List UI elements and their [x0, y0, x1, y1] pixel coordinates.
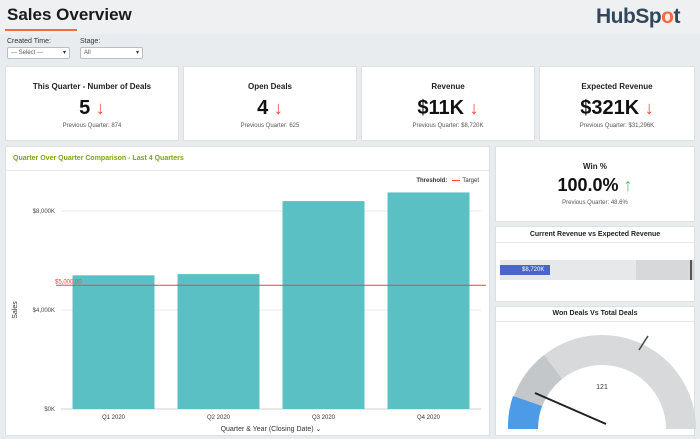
threshold-label: $5,000.00	[55, 279, 82, 285]
bullet-title: Current Revenue vs Expected Revenue	[529, 231, 661, 238]
bar	[282, 201, 365, 409]
created-time-value: --- Select ---	[11, 50, 43, 56]
arrow-down-icon: ↓	[273, 98, 283, 118]
stage-label: Stage:	[80, 38, 101, 45]
title-underline	[5, 29, 77, 31]
kpi-card-revenue[interactable]: Revenue $11K ↓ Previous Quarter: $8,720K	[361, 66, 535, 141]
kpi-previous: Previous Quarter: $31,296K	[579, 123, 655, 129]
x-tick-label: Q2 2020	[207, 415, 231, 421]
logo-text-post: t	[673, 5, 681, 28]
x-tick-label: Q1 2020	[102, 415, 126, 421]
kpi-number: 5	[79, 97, 91, 119]
gauge-track	[508, 335, 696, 429]
bullet-bar	[500, 265, 551, 275]
kpi-title: This Quarter - Number of Deals	[32, 82, 152, 91]
bar-chart[interactable]: $0K $4,000K $8,000K Q1 2020 Q2 2020 Q3 2020 Q4…	[6, 147, 491, 437]
logo-sprocket: o	[661, 5, 674, 28]
kpi-number: 4	[257, 97, 269, 119]
divider	[6, 170, 489, 171]
chart-legend[interactable]: Threshold: Target	[416, 178, 479, 184]
kpi-number: $11K	[417, 97, 465, 119]
arrow-down-icon: ↓	[644, 98, 654, 118]
chevron-down-icon: ▾	[62, 50, 66, 56]
win-percent-card[interactable]: Win % 100.0% ↑ Previous Quarter: 48.6%	[495, 146, 695, 222]
gauge-title: Won Deals Vs Total Deals	[552, 310, 638, 317]
x-tick-label: Q4 2020	[417, 415, 441, 421]
chevron-down-icon: ▾	[135, 50, 139, 56]
arrow-up-icon: ↑	[623, 175, 633, 195]
kpi-previous: Previous Quarter: $8,720K	[412, 123, 484, 129]
win-value: 100.0% ↑	[496, 175, 694, 196]
gauge-needle	[534, 392, 607, 425]
gauge-chart: 121	[507, 335, 696, 429]
kpi-title: Revenue	[431, 82, 465, 91]
kpi-value: 5 ↓	[6, 97, 178, 120]
bar	[387, 192, 470, 409]
logo-text-pre: HubSp	[596, 5, 662, 28]
kpi-previous: Previous Quarter: 625	[240, 123, 300, 129]
gauge-target-tick	[638, 335, 649, 351]
win-title: Win %	[583, 162, 607, 171]
revenue-bullet-card[interactable]: Current Revenue vs Expected Revenue $8,7…	[495, 226, 695, 302]
bar	[177, 274, 260, 409]
y-tick-label: $8,000K	[33, 209, 55, 215]
x-axis-label: Quarter & Year (Closing Date) ⌄	[221, 426, 322, 433]
divider	[496, 242, 694, 243]
gauge-card[interactable]: Won Deals Vs Total Deals 121	[495, 306, 696, 436]
divider	[496, 321, 694, 322]
kpi-value: 4 ↓	[184, 97, 356, 120]
kpi-card-expected-revenue[interactable]: Expected Revenue $321K ↓ Previous Quarte…	[539, 66, 695, 141]
bar	[72, 275, 155, 409]
win-number: 100.0%	[557, 175, 619, 195]
kpi-number: $321K	[580, 97, 640, 119]
page-title: Sales Overview	[7, 5, 132, 24]
y-axis-label: Sales	[12, 301, 19, 319]
arrow-down-icon: ↓	[469, 98, 479, 118]
kpi-previous: Previous Quarter: 874	[62, 123, 122, 129]
legend-title: Threshold:	[416, 178, 448, 184]
x-tick-label: Q3 2020	[312, 415, 336, 421]
hubspot-logo[interactable]: HubSpot	[596, 5, 680, 29]
kpi-value: $321K ↓	[540, 97, 694, 120]
bullet-target-marker	[690, 260, 693, 280]
created-time-select[interactable]: --- Select --- ▾	[7, 47, 70, 59]
legend-target-swatch	[452, 179, 461, 181]
y-tick-label: $0K	[44, 407, 55, 413]
kpi-card-deals[interactable]: This Quarter - Number of Deals 5 ↓ Previ…	[5, 66, 179, 141]
stage-select[interactable]: All ▾	[80, 47, 143, 59]
win-previous: Previous Quarter: 48.6%	[562, 200, 628, 206]
kpi-title: Expected Revenue	[581, 82, 653, 91]
header-bar	[0, 0, 700, 34]
legend-target-label: Target	[462, 178, 479, 184]
kpi-card-open-deals[interactable]: Open Deals 4 ↓ Previous Quarter: 625	[183, 66, 357, 141]
arrow-down-icon: ↓	[95, 98, 105, 118]
kpi-value: $11K ↓	[362, 97, 534, 120]
y-tick-label: $4,000K	[33, 308, 55, 314]
gauge-value-label: 121	[596, 384, 608, 391]
kpi-title: Open Deals	[247, 82, 292, 91]
chart-title: Quarter Over Quarter Comparison - Last 4…	[13, 155, 184, 162]
gauge-value-arc	[507, 396, 542, 429]
stage-value: All	[84, 50, 91, 56]
created-time-label: Created Time:	[7, 38, 51, 45]
bullet-label: $8,720K	[522, 267, 545, 273]
quarter-comparison-card[interactable]: Quarter Over Quarter Comparison - Last 4…	[5, 146, 490, 436]
bullet-track: $8,720K	[500, 260, 694, 280]
